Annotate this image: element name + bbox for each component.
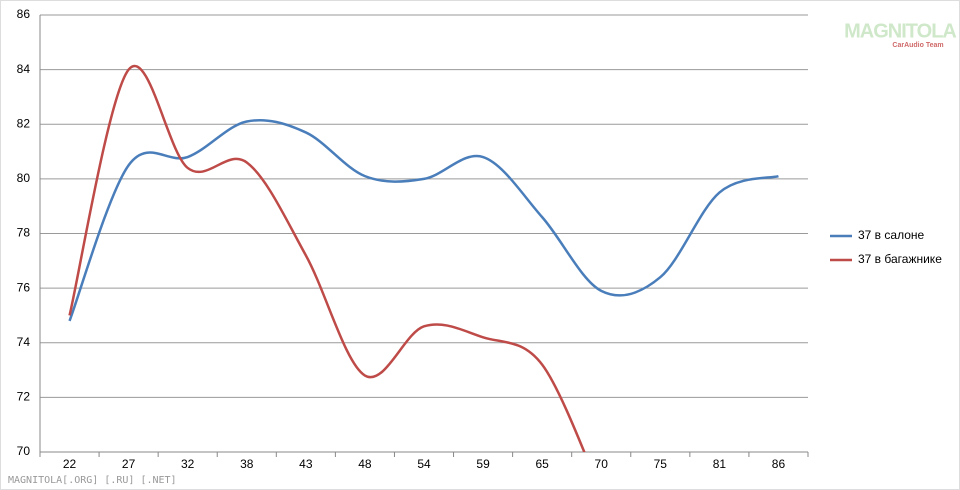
y-tick-label: 84 bbox=[17, 62, 31, 76]
x-tick-label: 86 bbox=[772, 457, 786, 471]
x-tick-label: 65 bbox=[535, 457, 549, 471]
legend-label: 37 в багажнике bbox=[858, 252, 942, 266]
watermark-footer: MAGNITOLA[.ORG] [.RU] [.NET] bbox=[8, 475, 177, 486]
x-tick-label: 38 bbox=[240, 457, 254, 471]
y-tick-label: 76 bbox=[17, 280, 31, 294]
x-tick-label: 70 bbox=[595, 457, 609, 471]
x-tick-label: 32 bbox=[181, 457, 195, 471]
legend-label: 37 в салоне bbox=[858, 228, 925, 242]
y-tick-label: 80 bbox=[17, 171, 31, 185]
y-tick-label: 72 bbox=[17, 390, 31, 404]
y-tick-label: 82 bbox=[17, 116, 31, 130]
watermark-logo: MAGNITOLA bbox=[844, 20, 956, 42]
x-tick-label: 43 bbox=[299, 457, 313, 471]
x-tick-label: 27 bbox=[122, 457, 136, 471]
x-tick-label: 22 bbox=[63, 457, 77, 471]
y-tick-label: 86 bbox=[17, 7, 31, 21]
y-tick-label: 78 bbox=[17, 226, 31, 240]
x-tick-label: 48 bbox=[358, 457, 372, 471]
y-tick-label: 70 bbox=[17, 444, 31, 458]
x-tick-label: 54 bbox=[417, 457, 431, 471]
series-line bbox=[68, 64, 586, 452]
y-tick-label: 74 bbox=[17, 335, 31, 349]
plot-area bbox=[68, 64, 779, 452]
x-tick-label: 81 bbox=[713, 457, 727, 471]
series-line bbox=[68, 118, 779, 322]
x-tick-label: 75 bbox=[654, 457, 668, 471]
watermark-tagline: CarAudio Team bbox=[892, 42, 943, 49]
x-tick-label: 59 bbox=[476, 457, 490, 471]
